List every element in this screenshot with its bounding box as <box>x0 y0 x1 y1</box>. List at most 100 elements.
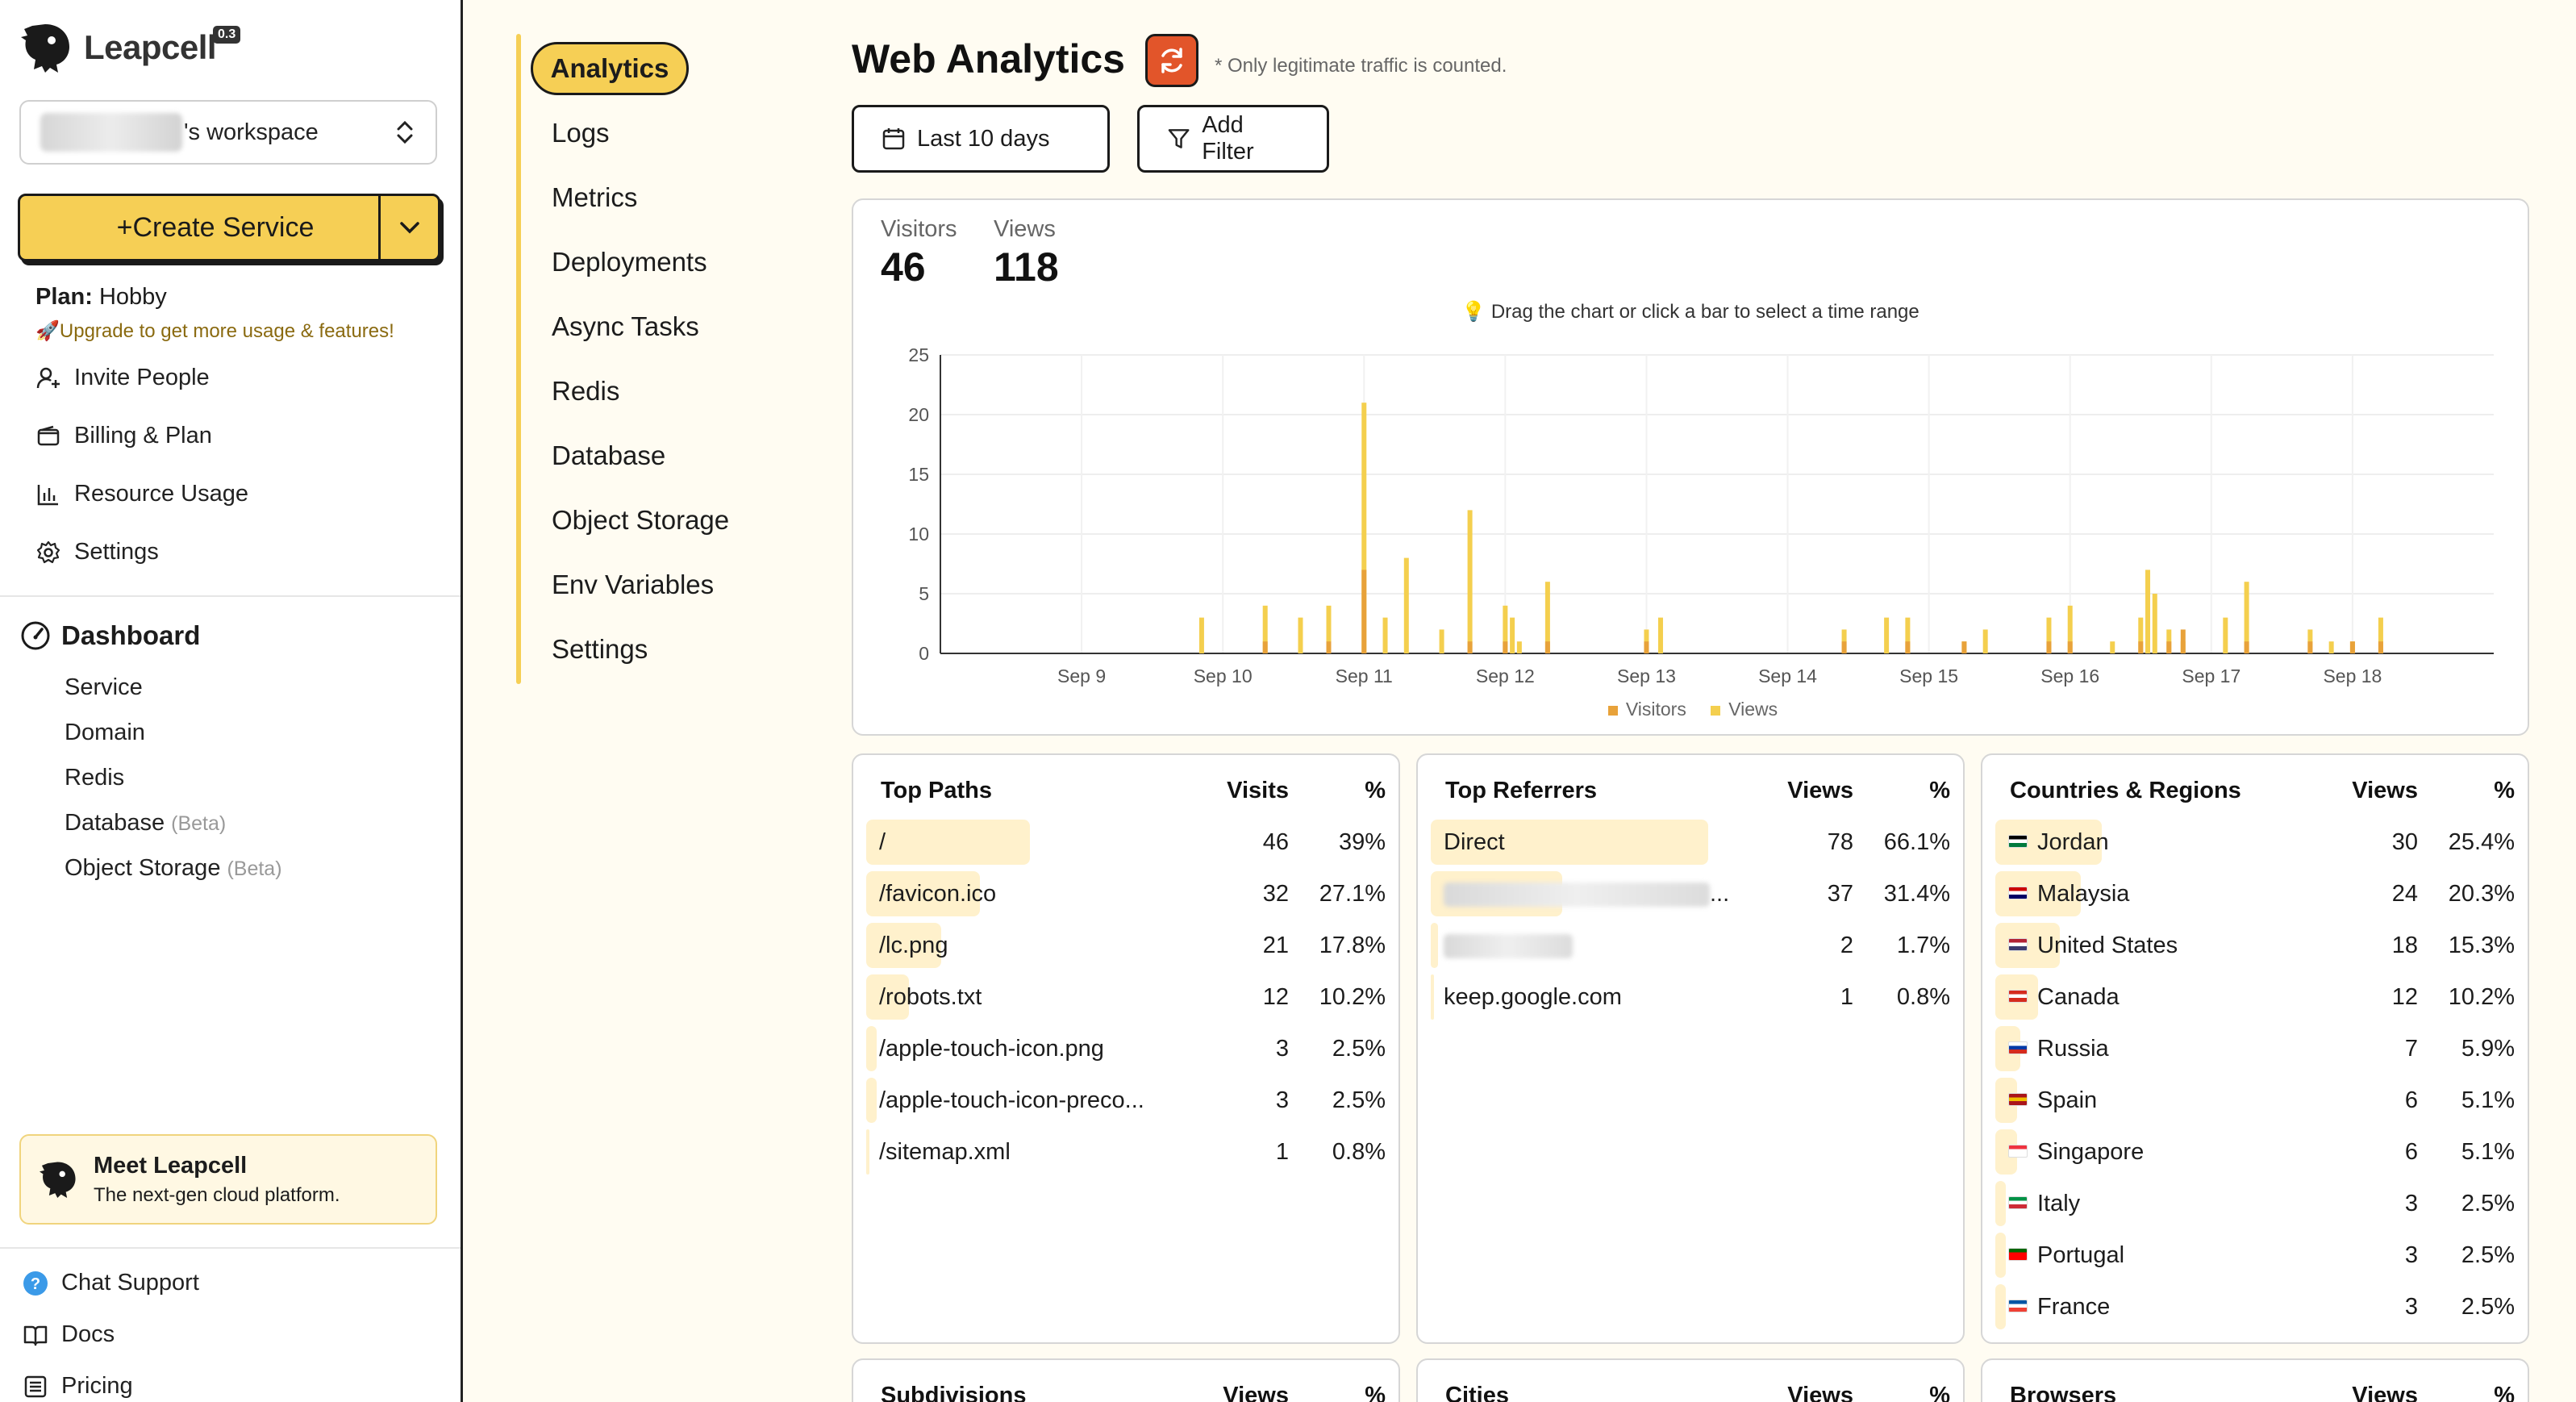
visitors-bar[interactable] <box>2244 641 2249 653</box>
refresh-button[interactable] <box>1145 34 1198 87</box>
visitors-bar[interactable] <box>1544 641 1550 653</box>
visitors-bar[interactable] <box>1841 641 1847 653</box>
subdivisions-col-views[interactable]: Views <box>1223 1383 1289 1402</box>
sidebar-item-invite-people[interactable]: Invite People <box>35 365 210 391</box>
browsers-col-views[interactable]: Views <box>2352 1383 2418 1402</box>
table-row[interactable]: / 46 39% <box>866 820 1386 865</box>
table-row[interactable]: United States 18 15.3% <box>1995 923 2515 968</box>
chat-support-link[interactable]: ? Chat Support <box>23 1270 199 1296</box>
views-bar[interactable] <box>2046 617 2052 653</box>
views-bar[interactable] <box>1510 617 1515 653</box>
views-bar[interactable] <box>1503 605 1508 653</box>
table-row[interactable]: 2 1.7% <box>1431 923 1950 968</box>
table-row[interactable]: Direct 78 66.1% <box>1431 820 1950 865</box>
views-bar[interactable] <box>1382 617 1388 653</box>
tab-settings[interactable]: Settings <box>552 634 648 664</box>
tab-analytics[interactable]: Analytics <box>531 42 689 95</box>
create-service-button[interactable]: +Create Service <box>18 194 440 261</box>
table-row[interactable]: keep.google.com 1 0.8% <box>1431 974 1950 1020</box>
pricing-link[interactable]: Pricing <box>23 1373 133 1400</box>
sidebar-item-settings[interactable]: Settings <box>35 539 159 565</box>
visitors-bar[interactable] <box>1905 641 1911 653</box>
table-row[interactable]: Jordan 30 25.4% <box>1995 820 2515 865</box>
top-paths-col-pct[interactable]: % <box>1365 778 1386 803</box>
tab-logs[interactable]: Logs <box>552 118 610 148</box>
upgrade-link[interactable]: 🚀Upgrade to get more usage & features! <box>35 319 394 343</box>
legend-visitors[interactable]: Visitors <box>1625 699 1686 720</box>
top-referrers-col-views[interactable]: Views <box>1787 778 1853 803</box>
visitors-bar[interactable] <box>2138 641 2144 653</box>
views-bar[interactable] <box>2138 617 2144 653</box>
countries-col-pct[interactable]: % <box>2494 778 2515 803</box>
views-bar[interactable] <box>2328 641 2334 653</box>
visitors-bar[interactable] <box>1467 641 1473 653</box>
views-bar[interactable] <box>1467 510 1473 653</box>
views-bar[interactable] <box>1262 605 1268 653</box>
visitors-bar[interactable] <box>1326 641 1332 653</box>
views-bar[interactable] <box>2152 594 2157 653</box>
cities-col-views[interactable]: Views <box>1787 1383 1853 1402</box>
views-bar[interactable] <box>1403 557 1409 653</box>
browsers-col-pct[interactable]: % <box>2494 1383 2515 1402</box>
table-row[interactable]: Canada 12 10.2% <box>1995 974 2515 1020</box>
views-bar[interactable] <box>1516 641 1522 653</box>
tab-async-tasks[interactable]: Async Tasks <box>552 311 699 341</box>
views-bar[interactable] <box>2244 582 2249 653</box>
views-bar[interactable] <box>1439 629 1444 653</box>
table-row[interactable]: /apple-touch-icon-preco... 3 2.5% <box>866 1078 1386 1123</box>
table-row[interactable]: /apple-touch-icon.png 3 2.5% <box>866 1026 1386 1071</box>
views-bar[interactable] <box>2067 605 2073 653</box>
visits-bar-chart[interactable]: 0 5 10 15 20 25 Sep 9 Sep 10 Sep 11 Sep 12 Sep 13 S… <box>869 337 2515 708</box>
table-row[interactable]: Malaysia 24 20.3% <box>1995 871 2515 916</box>
table-row[interactable]: /lc.png 21 17.8% <box>866 923 1386 968</box>
table-row[interactable]: Russia 7 5.9% <box>1995 1026 2515 1071</box>
visitors-bar[interactable] <box>2166 641 2172 653</box>
dashboard-heading[interactable]: Dashboard <box>19 620 200 652</box>
sidebar-item-object-storage[interactable]: Object Storage (Beta) <box>65 855 282 882</box>
table-row[interactable]: Spain 6 5.1% <box>1995 1078 2515 1123</box>
sidebar-item-domain[interactable]: Domain <box>65 720 145 746</box>
sidebar-item-resource-usage[interactable]: Resource Usage <box>35 481 248 507</box>
views-bar[interactable] <box>2110 641 2115 653</box>
visitors-bar[interactable] <box>2180 629 2186 653</box>
views-bar[interactable] <box>2223 617 2228 653</box>
sidebar-item-redis[interactable]: Redis <box>65 765 124 791</box>
tab-database[interactable]: Database <box>552 440 666 470</box>
table-row[interactable]: France 3 2.5% <box>1995 1284 2515 1329</box>
views-bar[interactable] <box>1657 617 1663 653</box>
views-bar[interactable] <box>1326 605 1332 653</box>
tab-redis[interactable]: Redis <box>552 376 620 406</box>
create-service-dropdown[interactable] <box>378 196 438 259</box>
visitors-bar[interactable] <box>1361 570 1367 653</box>
table-row[interactable]: /robots.txt 12 10.2% <box>866 974 1386 1020</box>
views-bar[interactable] <box>1198 617 1204 653</box>
visitors-bar[interactable] <box>2378 641 2383 653</box>
visitors-bar[interactable] <box>2046 641 2052 653</box>
legend-views[interactable]: Views <box>1728 699 1778 720</box>
visitors-bar[interactable] <box>1644 641 1649 653</box>
top-paths-col-visits[interactable]: Visits <box>1227 778 1289 803</box>
top-referrers-col-pct[interactable]: % <box>1929 778 1950 803</box>
views-bar[interactable] <box>2145 570 2151 653</box>
views-bar[interactable] <box>1884 617 1890 653</box>
table-row[interactable]: ... 37 31.4% <box>1431 871 1950 916</box>
brand-logo[interactable]: Leapcell <box>18 21 217 74</box>
views-bar[interactable] <box>1361 403 1367 653</box>
visitors-bar[interactable] <box>1503 641 1508 653</box>
docs-link[interactable]: Docs <box>23 1321 115 1348</box>
visitors-bar[interactable] <box>2307 641 2313 653</box>
views-bar[interactable] <box>1905 617 1911 653</box>
table-row[interactable]: Singapore 6 5.1% <box>1995 1129 2515 1175</box>
add-filter-button[interactable]: Add Filter <box>1137 105 1329 173</box>
sidebar-item-service[interactable]: Service <box>65 674 143 701</box>
create-service-main[interactable]: +Create Service <box>20 212 378 244</box>
visitors-bar[interactable] <box>1961 641 1967 653</box>
table-row[interactable]: /sitemap.xml 1 0.8% <box>866 1129 1386 1175</box>
cities-col-pct[interactable]: % <box>1929 1383 1950 1402</box>
meet-leapcell-card[interactable]: Meet Leapcell The next-gen cloud platfor… <box>19 1134 437 1225</box>
visitors-bar[interactable] <box>1262 641 1268 653</box>
date-range-button[interactable]: Last 10 days <box>852 105 1110 173</box>
table-row[interactable]: Italy 3 2.5% <box>1995 1181 2515 1226</box>
workspace-selector[interactable]: 's workspace <box>19 100 437 165</box>
views-bar[interactable] <box>1982 629 1988 653</box>
